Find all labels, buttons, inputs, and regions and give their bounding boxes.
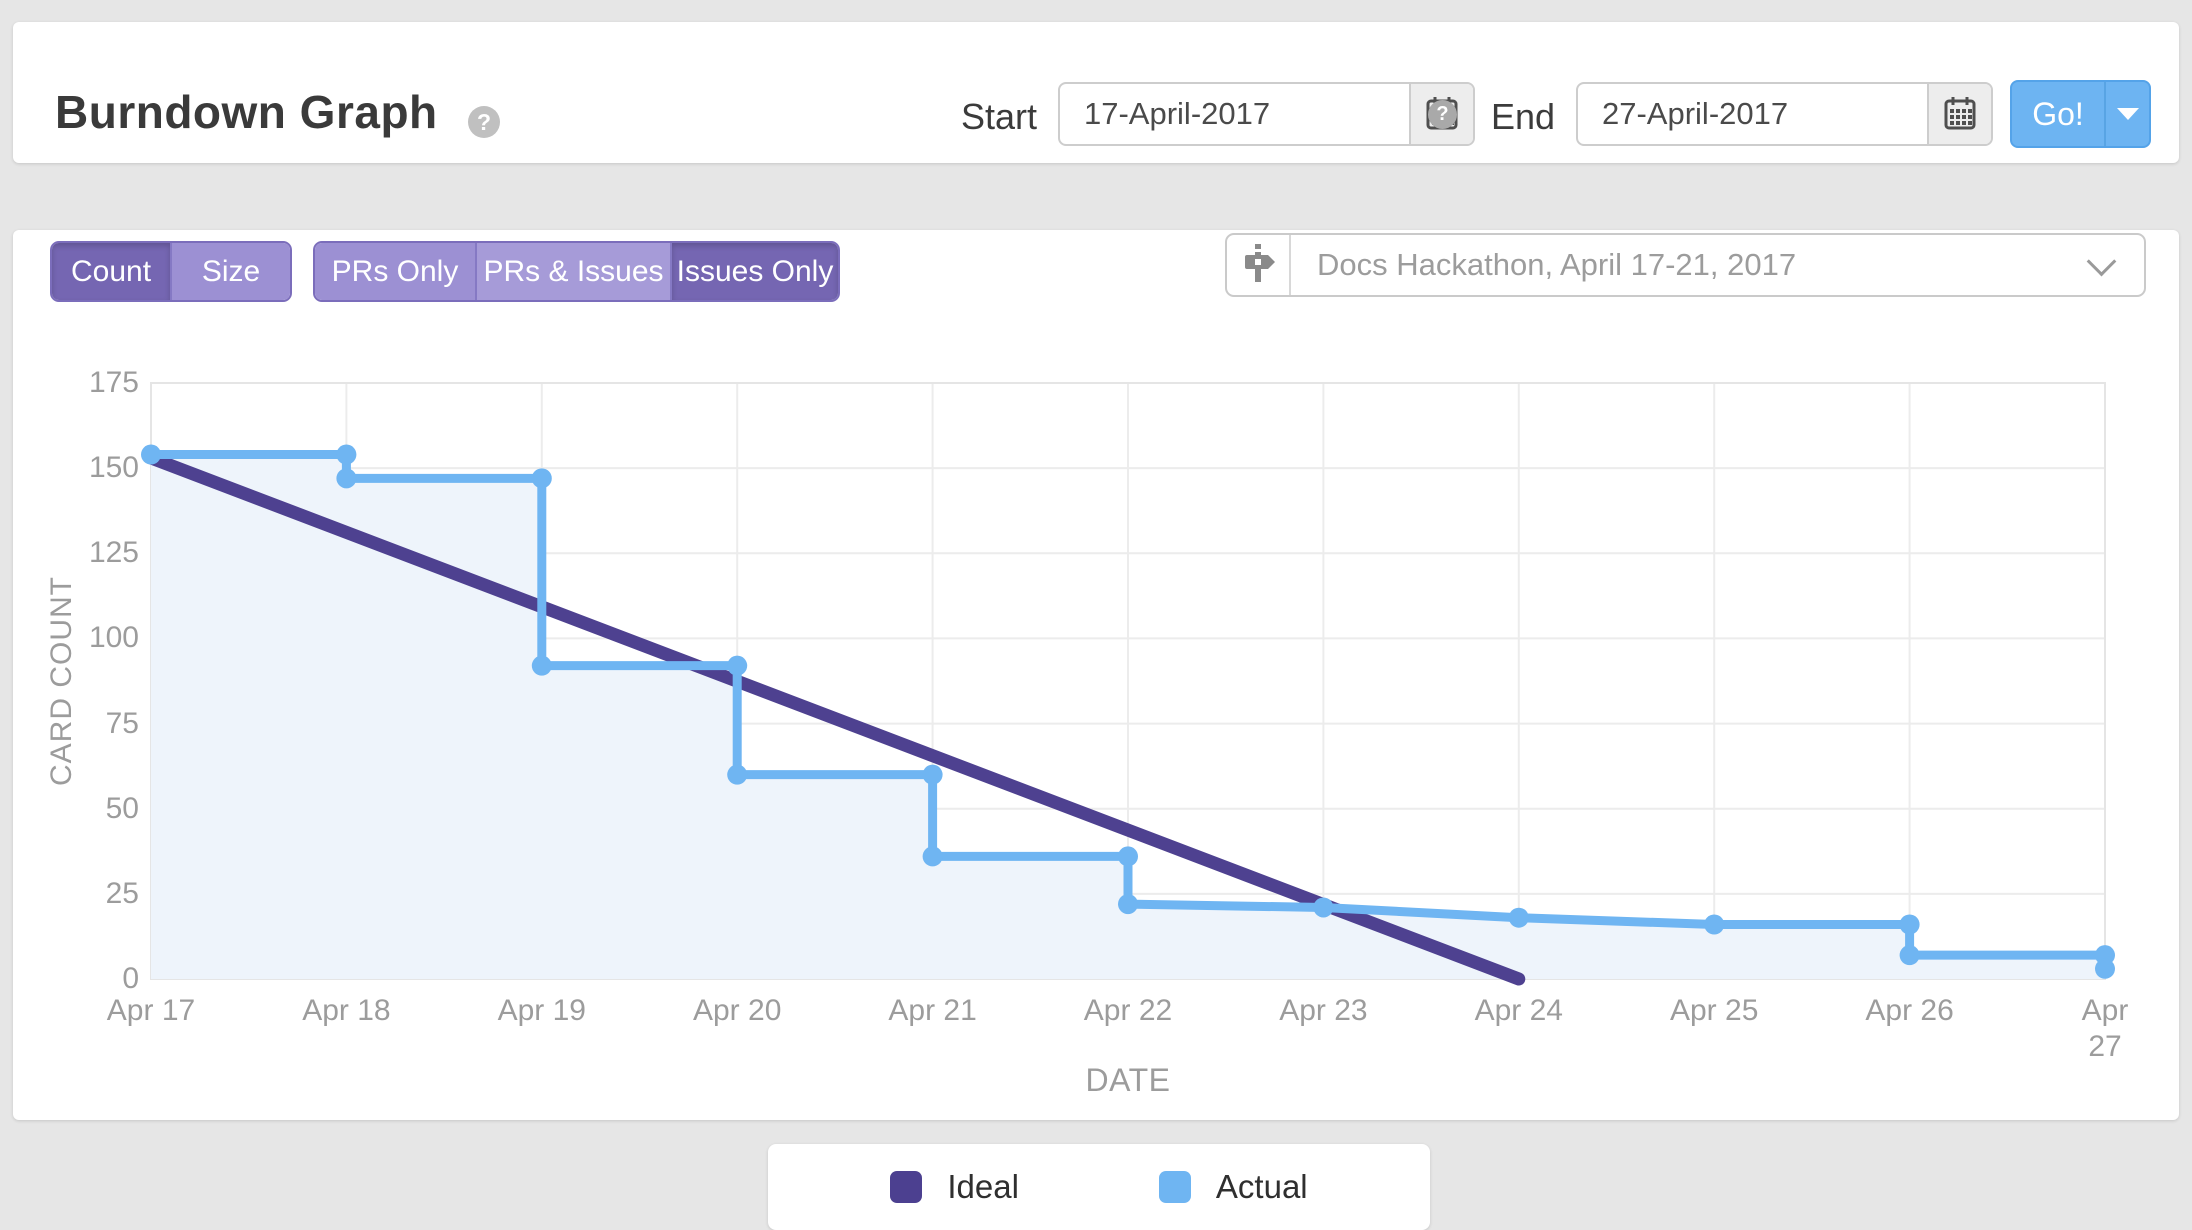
y-axis-tick-label: 175 xyxy=(88,366,139,399)
header-card: Burndown Graph ? Start 17-April-2017 ? E… xyxy=(13,22,2179,163)
end-date-input[interactable]: 27-April-2017 xyxy=(1602,96,1789,131)
legend-label-actual: Actual xyxy=(1215,1168,1308,1205)
start-help-icon[interactable]: ? xyxy=(1428,100,1457,129)
y-axis-tick-label: 50 xyxy=(105,791,139,825)
actual-data-point xyxy=(336,468,357,489)
pr-issue-toggle: PRs Only PRs & Issues Issues Only xyxy=(313,241,840,302)
x-axis-tick-label: Apr 27 xyxy=(2081,994,2129,1063)
legend-swatch-actual xyxy=(1158,1171,1191,1203)
end-date-group: 27-April-2017 xyxy=(1576,82,1993,146)
milestone-select[interactable]: Docs Hackathon, April 17-21, 2017 xyxy=(1225,233,2146,297)
burndown-chart xyxy=(141,382,2115,986)
start-date-group: 17-April-2017 ? xyxy=(1058,82,1475,146)
count-button[interactable]: Count xyxy=(52,243,170,300)
x-axis-tick-label: Apr 23 xyxy=(1279,994,1368,1027)
actual-data-point xyxy=(1899,945,1920,966)
x-axis-tick-label: Apr 17 xyxy=(106,994,196,1027)
chart-card: Count Size PRs Only PRs & Issues Issues … xyxy=(13,230,2179,1120)
milestone-icon-cell xyxy=(1227,235,1291,295)
legend-item-actual: Actual xyxy=(1158,1168,1308,1206)
end-label: End xyxy=(1491,96,1556,137)
milestone-icon xyxy=(1240,242,1276,289)
actual-data-point xyxy=(1704,914,1725,935)
actual-data-point xyxy=(531,468,552,489)
actual-data-point xyxy=(1899,914,1920,935)
ideal-line xyxy=(144,451,1526,986)
milestone-value: Docs Hackathon, April 17-21, 2017 xyxy=(1317,247,1797,282)
legend-swatch-ideal xyxy=(890,1171,923,1203)
actual-data-point xyxy=(1118,846,1138,867)
x-axis-tick-label: Apr 26 xyxy=(1865,994,1954,1027)
y-axis-tick-label: 75 xyxy=(105,706,139,740)
actual-data-point xyxy=(1313,897,1334,918)
y-axis-tick-label: 0 xyxy=(122,962,139,995)
actual-data-point xyxy=(2095,958,2115,979)
x-axis-tick-label: Apr 20 xyxy=(692,994,782,1027)
legend-item-ideal: Ideal xyxy=(890,1168,1019,1206)
actual-data-point xyxy=(1118,894,1138,915)
x-axis-tick-label: Apr 22 xyxy=(1083,994,1173,1027)
actual-data-point xyxy=(922,846,943,867)
legend: Ideal Actual xyxy=(768,1144,1430,1230)
go-button-group: Go! xyxy=(2010,80,2151,148)
start-label: Start xyxy=(961,96,1038,137)
actual-area-fill xyxy=(151,454,2105,979)
actual-data-point xyxy=(531,655,552,676)
go-button[interactable]: Go! xyxy=(2012,82,2104,146)
caret-down-icon xyxy=(2116,108,2139,120)
actual-data-point xyxy=(727,764,748,785)
issues-only-button[interactable]: Issues Only xyxy=(670,243,838,300)
prs-only-button[interactable]: PRs Only xyxy=(315,243,475,300)
start-calendar-button[interactable] xyxy=(1409,84,1473,144)
start-date-input[interactable]: 17-April-2017 xyxy=(1084,96,1271,131)
y-axis-tick-label: 150 xyxy=(88,451,139,485)
actual-data-point xyxy=(336,444,357,465)
count-size-toggle: Count Size xyxy=(50,241,292,302)
x-axis-tick-label: Apr 24 xyxy=(1474,994,1563,1027)
go-dropdown-toggle[interactable] xyxy=(2104,82,2149,146)
x-axis-tick-label: Apr 21 xyxy=(888,994,977,1027)
y-axis-tick-label: 100 xyxy=(88,621,139,655)
x-axis-title: DATE xyxy=(1085,1062,1171,1098)
actual-data-point xyxy=(141,444,161,465)
actual-data-point xyxy=(727,655,748,676)
actual-data-point xyxy=(1508,907,1529,928)
y-axis-tick-label: 125 xyxy=(88,536,139,570)
actual-data-point xyxy=(922,764,943,785)
x-axis-tick-label: Apr 25 xyxy=(1669,994,1759,1027)
end-calendar-button[interactable] xyxy=(1927,84,1991,144)
x-axis-tick-label: Apr 19 xyxy=(497,994,586,1027)
size-button[interactable]: Size xyxy=(170,243,290,300)
calendar-icon xyxy=(1944,96,1976,133)
y-axis-tick-label: 25 xyxy=(105,876,139,910)
legend-label-ideal: Ideal xyxy=(947,1168,1019,1205)
page-title: Burndown Graph xyxy=(55,86,438,138)
prs-and-issues-button[interactable]: PRs & Issues xyxy=(475,243,670,300)
help-icon[interactable]: ? xyxy=(468,106,500,138)
x-axis-tick-label: Apr 18 xyxy=(302,994,391,1027)
